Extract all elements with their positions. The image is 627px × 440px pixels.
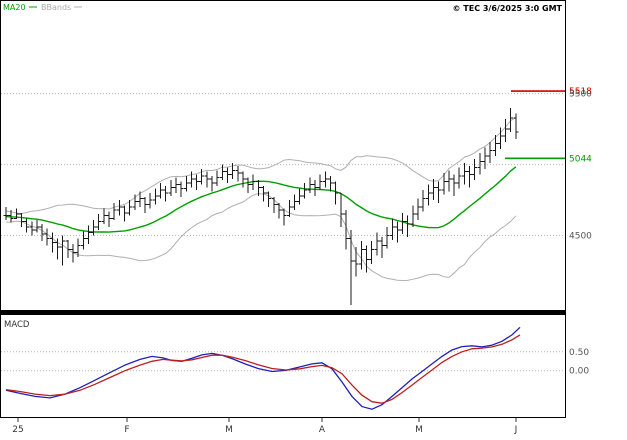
macd-axis-label: 0.00 — [569, 367, 589, 377]
price-axis-label: 4500 — [569, 232, 592, 242]
panel-separator — [0, 310, 566, 315]
macd-panel-title: MACD — [4, 320, 30, 330]
legend-ma20-label: MA20 — [3, 3, 26, 12]
x-axis-label: J — [514, 425, 518, 435]
ma20-line — [5, 166, 517, 233]
x-axis-label: 25 — [12, 425, 23, 435]
legend-bbands-label: BBands — [41, 3, 71, 12]
macd-line — [5, 326, 521, 410]
bollinger-upper-band-line — [5, 117, 517, 215]
x-axis-label: A — [319, 425, 326, 435]
copyright-text: © TEC 3/6/2025 3:0 GMT — [453, 4, 563, 13]
series-layer — [3, 90, 566, 410]
resistance-line-label: 5518 — [569, 87, 592, 97]
chart-frame — [0, 0, 566, 418]
labels-layer: 5500 4500 5518 5044 0.50 0.00 25 F M A M J — [12, 87, 592, 435]
bollinger-lower-band-line — [5, 192, 517, 282]
support-line-label: 5044 — [569, 154, 592, 164]
price-axis-label: 5500 — [569, 90, 592, 100]
x-axis-label: M — [415, 425, 423, 435]
macd-axis-label: 0.50 — [569, 348, 589, 358]
signal-line — [5, 334, 521, 404]
x-axis-label: F — [124, 425, 129, 435]
ohlc-bars — [3, 107, 519, 305]
x-axis-label: M — [225, 425, 233, 435]
